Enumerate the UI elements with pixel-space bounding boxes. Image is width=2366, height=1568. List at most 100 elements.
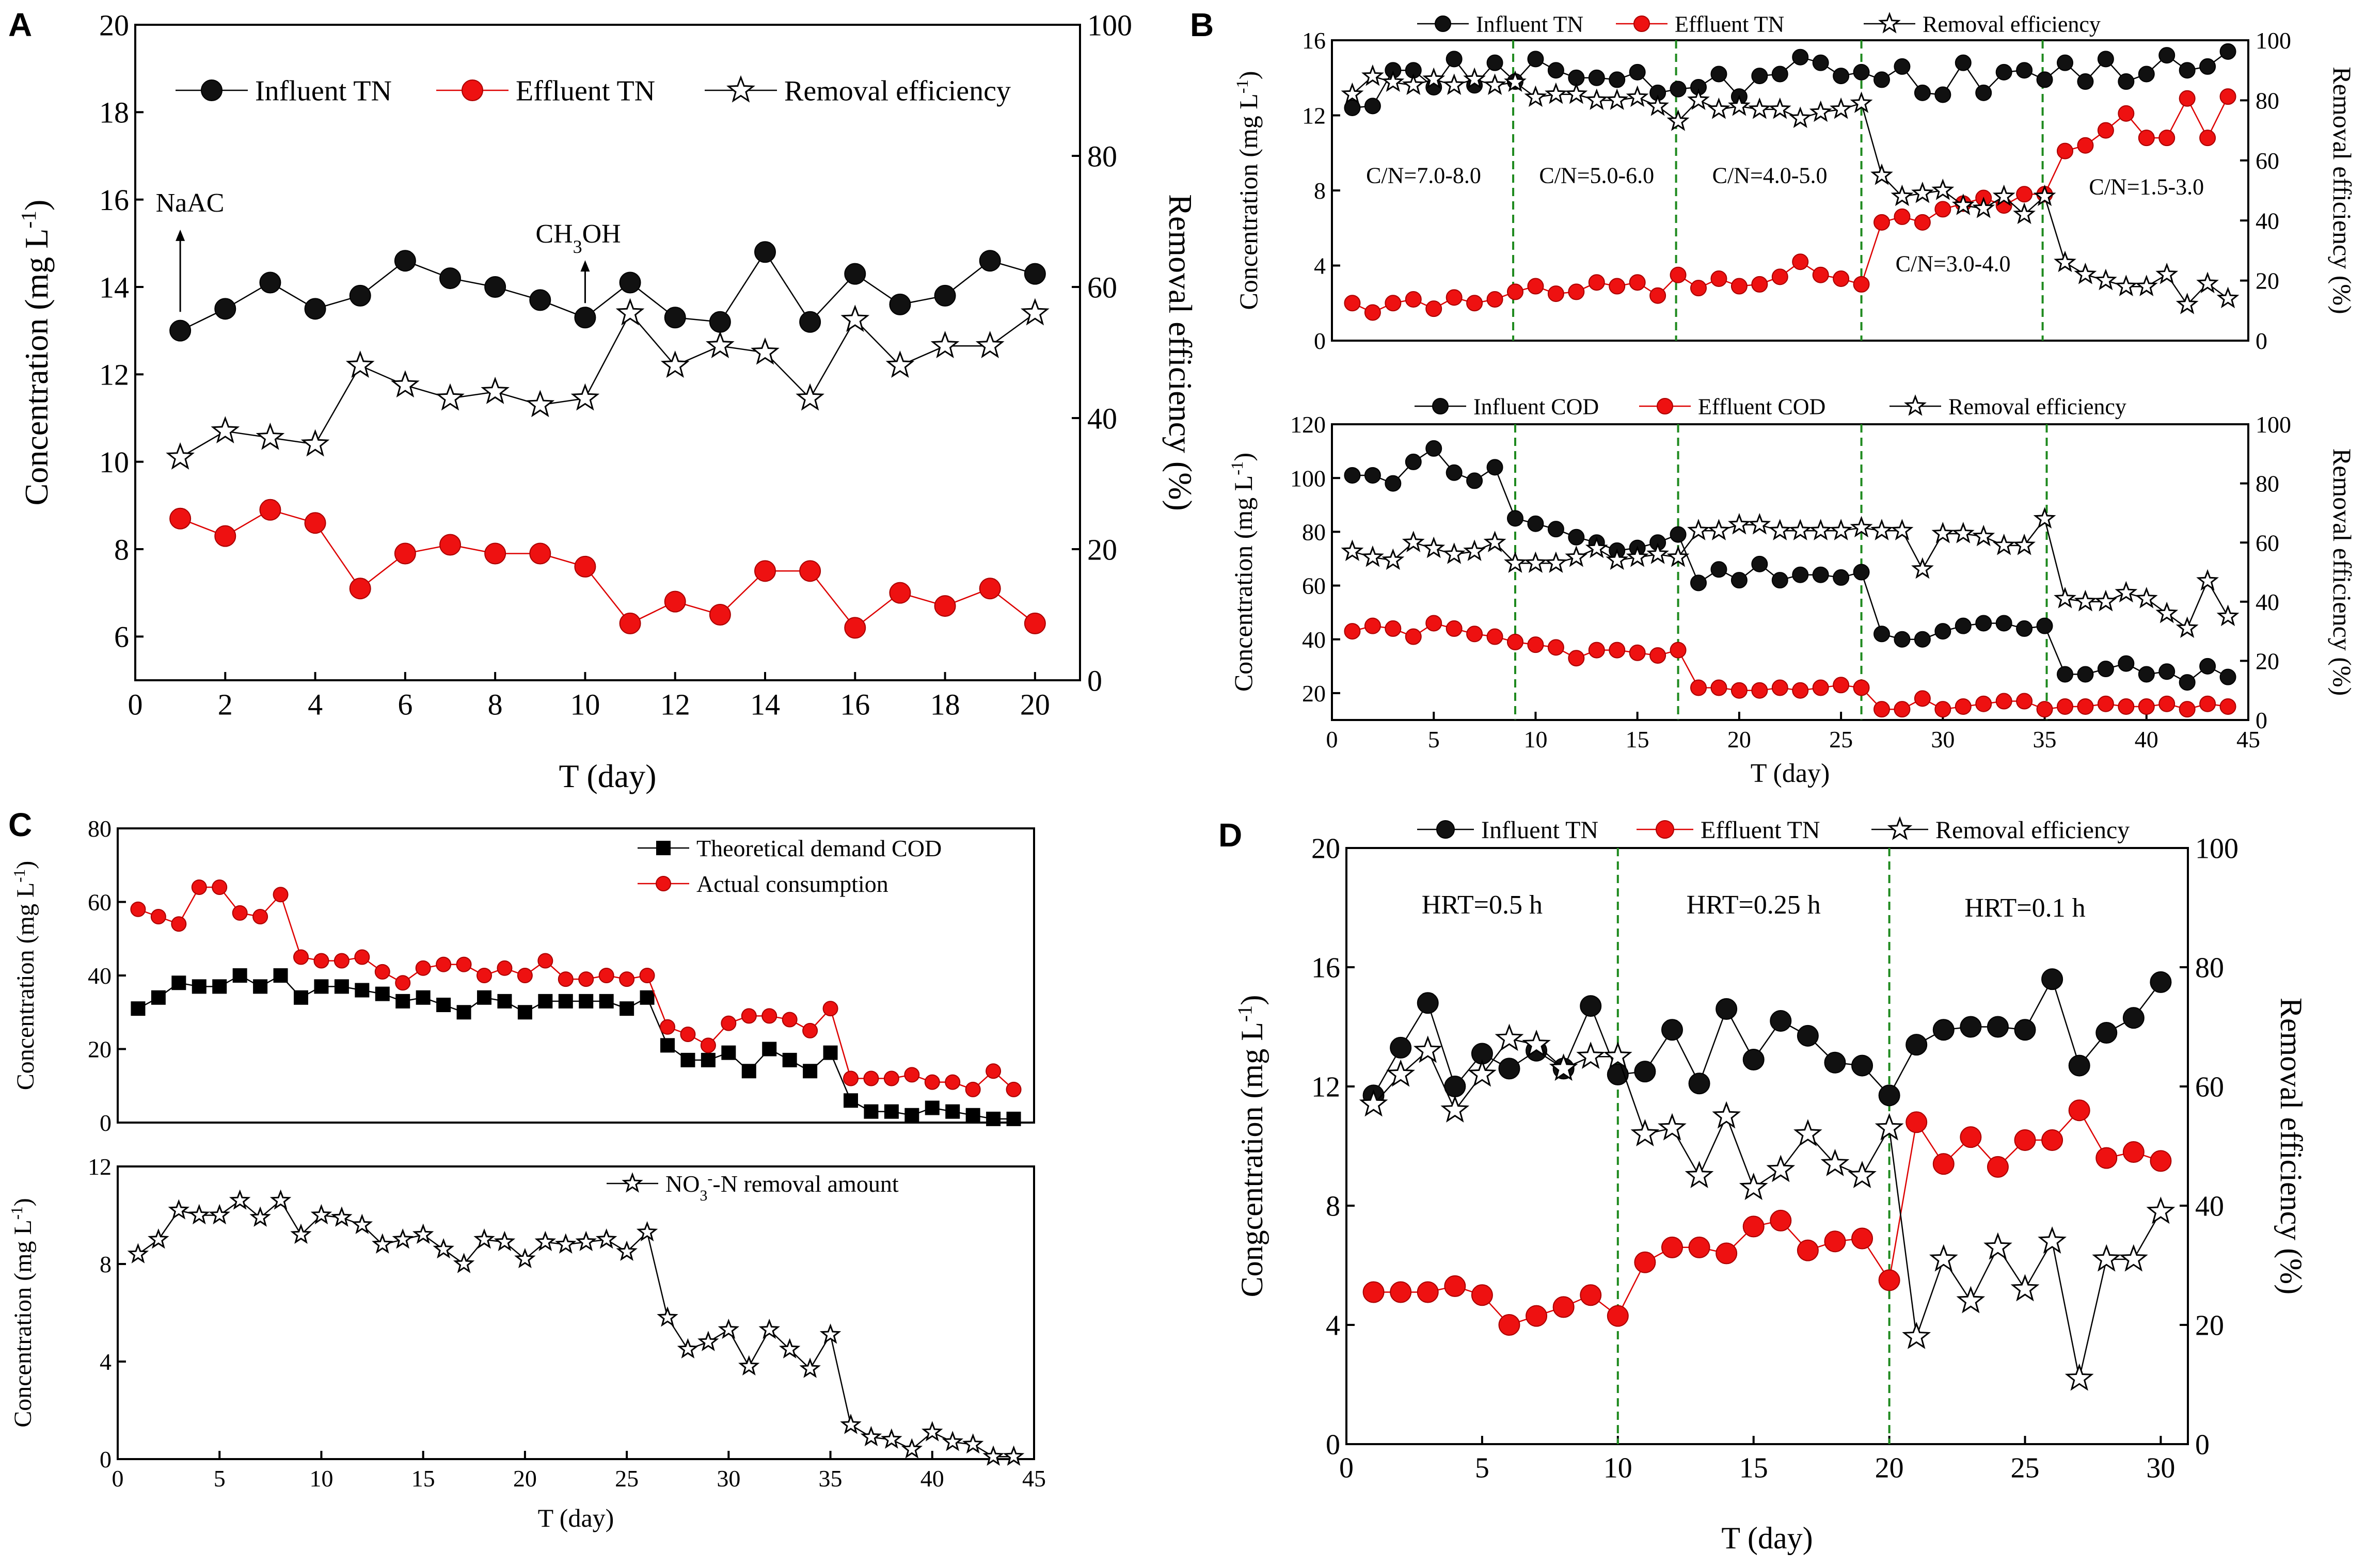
phase-label: HRT=0.1 h bbox=[1964, 893, 2085, 923]
data-point bbox=[334, 979, 349, 994]
data-point bbox=[477, 990, 491, 1005]
data-point bbox=[1507, 510, 1523, 527]
data-point bbox=[660, 1019, 675, 1035]
data-point bbox=[945, 1074, 961, 1090]
data-point bbox=[310, 1204, 332, 1225]
data-point bbox=[840, 305, 870, 332]
data-point bbox=[2179, 62, 2196, 79]
y-tick-label: 16 bbox=[99, 183, 129, 217]
data-point bbox=[1956, 1286, 1986, 1314]
data-point bbox=[579, 994, 594, 1009]
data-point bbox=[2179, 701, 2196, 718]
data-point bbox=[1739, 1173, 1768, 1201]
data-point bbox=[192, 979, 207, 994]
data-point bbox=[456, 956, 472, 972]
data-point bbox=[1914, 690, 1931, 707]
x-tick-label: 45 bbox=[2236, 726, 2260, 753]
data-point bbox=[1851, 1054, 1873, 1077]
y2-tick-label: 0 bbox=[1087, 664, 1102, 697]
data-point bbox=[1661, 1236, 1683, 1258]
x-tick-label: 15 bbox=[1739, 1452, 1768, 1484]
data-point bbox=[150, 909, 166, 924]
plot-frame bbox=[117, 1165, 1035, 1460]
annotation-arrowhead bbox=[176, 229, 185, 241]
panel-label-b: B bbox=[1190, 6, 1214, 43]
data-point bbox=[1742, 1215, 1765, 1238]
data-point bbox=[721, 1045, 736, 1060]
y2-axis-title-top: Removal efficiency (%) bbox=[2328, 67, 2357, 314]
data-point bbox=[1527, 278, 1544, 295]
y2-tick-label: 80 bbox=[1087, 139, 1117, 173]
series-line bbox=[137, 886, 1014, 1091]
data-point bbox=[529, 289, 551, 311]
data-point bbox=[1425, 440, 1442, 457]
data-point bbox=[2097, 122, 2114, 139]
data-point bbox=[517, 968, 533, 983]
data-point bbox=[168, 1199, 190, 1220]
series-line bbox=[1352, 517, 2229, 630]
phase-label: C/N=4.0-5.0 bbox=[1712, 163, 1828, 188]
data-point bbox=[1580, 995, 1602, 1017]
data-point bbox=[1609, 278, 1626, 295]
data-point bbox=[1670, 526, 1687, 543]
data-point bbox=[680, 1052, 695, 1067]
data-point bbox=[1344, 467, 1361, 484]
legend-marker bbox=[1904, 394, 1927, 416]
data-point bbox=[2077, 698, 2094, 715]
data-point bbox=[477, 968, 492, 983]
data-point bbox=[1870, 519, 1893, 540]
data-point bbox=[2013, 202, 2036, 225]
data-point bbox=[979, 578, 1001, 600]
data-point bbox=[1873, 626, 1890, 643]
data-point bbox=[1390, 1281, 1412, 1303]
data-point bbox=[130, 901, 146, 917]
data-point bbox=[1789, 519, 1812, 540]
data-point bbox=[2074, 589, 2097, 612]
data-point bbox=[1609, 71, 1626, 88]
data-point bbox=[570, 383, 600, 411]
data-point bbox=[1402, 73, 1425, 95]
data-point bbox=[2057, 698, 2073, 715]
data-point bbox=[1524, 551, 1547, 573]
data-point bbox=[1646, 94, 1669, 116]
data-point bbox=[1688, 1073, 1710, 1095]
data-point bbox=[151, 990, 166, 1005]
data-point bbox=[2092, 1244, 2121, 1272]
data-point bbox=[269, 1189, 292, 1210]
data-point bbox=[433, 1238, 454, 1259]
data-point bbox=[2010, 1274, 2040, 1302]
y2-tick-label: 60 bbox=[2195, 1071, 2224, 1103]
data-point bbox=[1833, 68, 1850, 85]
data-point bbox=[2196, 271, 2219, 294]
phase-label: C/N=5.0-6.0 bbox=[1539, 163, 1654, 188]
series-line bbox=[1373, 977, 2162, 1097]
data-point bbox=[1666, 109, 1690, 131]
data-point bbox=[2077, 137, 2094, 154]
y2-tick-label: 20 bbox=[2256, 648, 2279, 675]
data-point bbox=[256, 422, 285, 450]
data-point bbox=[1873, 701, 1890, 718]
data-point bbox=[252, 909, 268, 924]
data-point bbox=[349, 578, 371, 600]
data-point bbox=[1987, 1016, 2009, 1038]
data-point bbox=[191, 879, 207, 895]
data-point bbox=[484, 276, 506, 298]
data-point bbox=[1507, 283, 1523, 300]
data-point bbox=[1463, 539, 1486, 562]
data-point bbox=[1710, 561, 1727, 578]
data-point bbox=[1833, 569, 1850, 586]
data-point bbox=[2155, 601, 2179, 623]
y2-tick-label: 80 bbox=[2195, 952, 2224, 984]
data-point bbox=[2094, 589, 2117, 612]
y-tick-label: 40 bbox=[88, 963, 112, 989]
y-tick-label: 16 bbox=[1302, 27, 1326, 54]
data-point bbox=[1547, 62, 1564, 79]
data-point bbox=[574, 555, 596, 578]
data-point bbox=[1751, 276, 1768, 293]
data-point bbox=[2014, 1019, 2036, 1041]
data-point bbox=[1552, 1296, 1575, 1318]
x-tick-label: 0 bbox=[1326, 726, 1338, 753]
data-point bbox=[885, 350, 915, 378]
data-point bbox=[1646, 542, 1669, 564]
